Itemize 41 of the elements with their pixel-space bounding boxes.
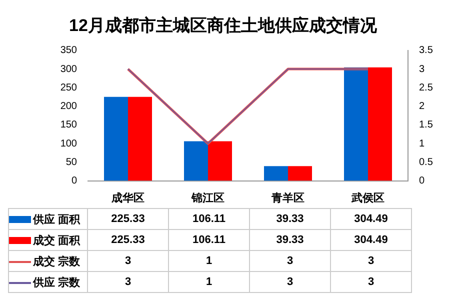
- data-label: 3: [88, 250, 168, 272]
- legend-label: 供应 面积: [33, 214, 80, 226]
- data-label: 3: [88, 272, 168, 292]
- legend-label: 成交 面积: [33, 234, 80, 246]
- data-label: 304.49: [330, 208, 412, 230]
- y-tick-label: 250: [60, 82, 78, 94]
- y2-tick-label: 0.5: [419, 156, 434, 168]
- data-label: 304.49: [330, 230, 412, 250]
- data-label: 225.33: [88, 230, 168, 250]
- y2-tick-label: 3: [419, 64, 425, 75]
- y2-tick-label: 2.5: [419, 82, 434, 94]
- data-label: 1: [168, 272, 250, 292]
- y-tick-label: 200: [60, 101, 78, 112]
- x-tick-label: 成华区: [110, 191, 144, 204]
- y2-tick-label: 1: [419, 138, 425, 150]
- chart-title: 12月成都市主城区商住土地供应成交情况: [69, 16, 378, 35]
- x-tick-label: 武侯区: [350, 191, 384, 204]
- data-label: 3: [330, 272, 412, 292]
- y2-tick-label: 2: [419, 101, 425, 112]
- data-label: 106.11: [168, 208, 250, 230]
- y-tick-label: 300: [60, 64, 78, 75]
- y-tick-label: 0: [71, 176, 78, 187]
- legend-label: 成交 宗数: [33, 256, 80, 268]
- y2-tick-label: 1.5: [419, 120, 434, 131]
- data-label: 106.11: [168, 230, 250, 250]
- y-tick-label: 100: [60, 138, 78, 150]
- data-label: 3: [330, 250, 412, 272]
- y-tick-label: 350: [60, 45, 78, 56]
- data-label: 225.33: [88, 208, 168, 230]
- y-tick-label: 150: [60, 120, 78, 131]
- data-label: 39.33: [250, 230, 330, 250]
- data-label: 1: [168, 250, 250, 272]
- x-tick-label: 锦江区: [190, 191, 224, 204]
- data-label: 3: [250, 272, 330, 292]
- data-label: 39.33: [250, 208, 330, 230]
- legend-label: 供应 宗数: [33, 276, 80, 288]
- x-tick-label: 青羊区: [270, 191, 304, 204]
- y-tick-label: 50: [66, 156, 78, 168]
- y2-tick-label: 0: [419, 176, 425, 187]
- y2-tick-label: 3.5: [419, 45, 434, 56]
- data-label: 3: [250, 250, 330, 272]
